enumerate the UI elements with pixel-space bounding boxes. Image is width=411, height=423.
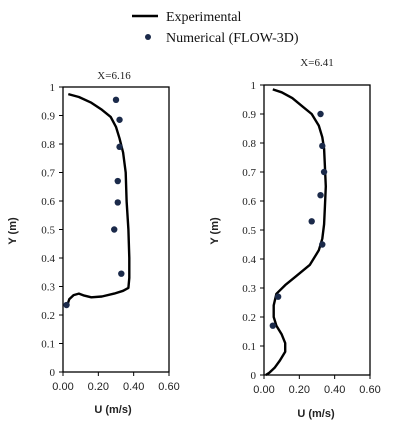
legend-dot-swatch: [145, 34, 151, 40]
chart-left: X=6.16 0 0.1 0.2 0.3 0.4 0.5 0.6 0.7 0.8 0.9 1 0.0…: [7, 70, 180, 416]
y-tick-label: 0.8: [41, 139, 55, 151]
chart-left-experimental-line: [66, 92, 131, 306]
y-tick-label: 0.2: [41, 310, 55, 322]
chart-left-numerical-points: [63, 96, 125, 309]
x-tick-label: 0.40: [324, 384, 345, 396]
chart-right: X=6.41 0 0.1 0.2 0.3 0.4 0.5 0.6 0.7 0.8 0.9 1 0.0…: [209, 57, 381, 420]
y-tick-label: 0.1: [242, 341, 256, 353]
numerical-data-point: [114, 199, 121, 206]
legend-experimental-label: Experimental: [166, 10, 242, 25]
numerical-data-point: [111, 226, 118, 233]
y-tick-label: 0.8: [242, 138, 256, 150]
legend-numerical-label: Numerical (FLOW-3D): [166, 31, 299, 46]
numerical-data-point: [116, 143, 123, 151]
y-tick-label: 0.6: [242, 196, 256, 208]
legend: Experimental Numerical (FLOW-3D): [132, 10, 299, 46]
y-tick-label: 0.3: [242, 283, 256, 295]
chart-right-numerical-points: [269, 110, 328, 329]
numerical-data-point: [114, 177, 121, 185]
numerical-data-point: [317, 110, 324, 118]
y-tick-label: 0.9: [242, 109, 256, 121]
y-tick-label: 0.5: [242, 225, 256, 237]
chart-left-y-ticks: 0 0.1 0.2 0.3 0.4 0.5 0.6 0.7 0.8 0.9 1: [41, 82, 63, 379]
y-tick-label: 0.3: [41, 282, 55, 294]
numerical-data-point: [319, 142, 326, 150]
chart-right-y-axis-label: Y (m): [209, 217, 221, 245]
chart-right-y-ticks: 0 0.1 0.2 0.3 0.4 0.5 0.6 0.7 0.8 0.9 1: [242, 80, 264, 382]
y-tick-label: 0.5: [41, 225, 55, 237]
x-tick-label: 0.60: [359, 384, 380, 396]
chart-right-x-ticks: 0.00 0.20 0.40 0.60: [253, 375, 381, 396]
numerical-data-point: [63, 301, 70, 309]
x-tick-label: 0.20: [289, 384, 310, 396]
chart-left-x-axis-label: U (m/s): [94, 404, 132, 416]
y-tick-label: 0.1: [41, 339, 55, 351]
y-tick-label: 0.4: [242, 254, 256, 266]
y-tick-label: 0: [251, 370, 257, 382]
numerical-data-point: [118, 270, 125, 277]
x-tick-label: 0.20: [88, 381, 109, 393]
y-tick-label: 0: [50, 367, 56, 379]
numerical-data-point: [319, 241, 326, 248]
x-tick-label: 0.60: [158, 381, 179, 393]
x-tick-label: 0.40: [123, 381, 144, 393]
y-tick-label: 0.7: [242, 167, 256, 179]
y-tick-label: 0.4: [41, 253, 55, 265]
chart-right-title: X=6.41: [300, 57, 333, 69]
x-tick-label: 0.00: [253, 384, 274, 396]
numerical-data-point: [320, 168, 328, 176]
chart-right-experimental-line: [265, 88, 327, 377]
numerical-data-point: [269, 322, 277, 329]
numerical-data-point: [274, 293, 282, 300]
chart-left-x-ticks: 0.00 0.20 0.40 0.60: [52, 372, 180, 393]
chart-right-x-axis-label: U (m/s): [297, 408, 335, 420]
chart-left-title: X=6.16: [97, 70, 131, 82]
numerical-data-point: [308, 218, 315, 225]
y-tick-label: 1: [50, 82, 56, 94]
y-tick-label: 1: [251, 80, 257, 92]
y-tick-label: 0.9: [41, 111, 55, 123]
y-tick-label: 0.2: [242, 312, 256, 324]
numerical-data-point: [317, 192, 324, 199]
x-tick-label: 0.00: [52, 381, 73, 393]
y-tick-label: 0.6: [41, 196, 55, 208]
y-tick-label: 0.7: [41, 168, 55, 180]
chart-left-y-axis-label: Y (m): [7, 217, 19, 245]
numerical-data-point: [112, 96, 120, 104]
numerical-data-point: [116, 116, 123, 123]
